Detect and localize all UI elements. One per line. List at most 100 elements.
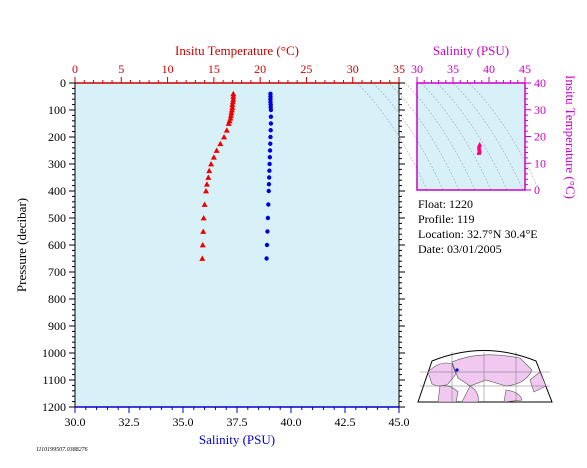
salinity-point [266, 175, 272, 180]
top-tick-label: 10 [162, 62, 174, 76]
left-tick-label: 1200 [42, 400, 66, 414]
left-axis-title: Pressure (decibar) [14, 198, 29, 292]
left-tick-label: 600 [48, 238, 66, 252]
ts-top-tick-label: 30 [411, 62, 423, 76]
temperature-point [217, 140, 224, 147]
temperature-point [221, 134, 228, 140]
map-landmass [451, 354, 533, 387]
temperature-point [206, 167, 213, 174]
profile-number: Profile: 119 [418, 212, 475, 226]
top-tick-label: 15 [208, 62, 220, 76]
bottom-axis-title: Salinity (PSU) [199, 432, 275, 447]
temperature-point [205, 174, 212, 180]
salinity-point [268, 134, 273, 140]
footer-code: 1110199507.0388276 [36, 447, 88, 453]
map-graticule [420, 352, 550, 402]
date: Date: 03/01/2005 [418, 242, 502, 256]
bottom-tick-label: 42.5 [335, 415, 356, 429]
ts-contour-line [356, 82, 428, 191]
top-tick-label: 25 [300, 62, 312, 76]
left-tick-label: 900 [48, 319, 66, 333]
salinity-point [266, 182, 272, 187]
ts-contour-line [468, 82, 540, 191]
temperature-point [228, 109, 235, 116]
main-plot-tick-labels: 0 5 10 15 20 25 30 35 30.0 32.5 35.0 37.5 40.0 42.5 45… [42, 62, 410, 429]
ts-top-axis-title: Salinity (PSU) [433, 43, 509, 58]
salinity-point [264, 242, 270, 248]
top-tick-label: 20 [254, 62, 266, 76]
temperature-point [200, 215, 207, 221]
salinity-point [267, 148, 273, 153]
temperature-point [199, 255, 206, 261]
temperature-point [199, 242, 206, 248]
map-landmass [461, 385, 479, 402]
salinity-point [268, 107, 274, 113]
temperature-point [202, 188, 209, 194]
float-location-marker [455, 368, 459, 372]
ts-right-tick-label: 20 [534, 130, 546, 144]
temperature-point [227, 112, 234, 118]
left-tick-label: 200 [48, 130, 66, 144]
left-tick-label: 100 [48, 103, 66, 117]
location: Location: 32.7°N 30.4°E [418, 227, 538, 241]
salinity-point [266, 188, 271, 194]
top-tick-label: 5 [118, 62, 124, 76]
temperature-point [213, 147, 220, 153]
bottom-tick-label: 40.0 [281, 415, 302, 429]
top-axis-title: Insitu Temperature (°C) [175, 43, 299, 58]
map-landmass [503, 389, 523, 402]
ts-contour-line [436, 82, 508, 191]
ts-right-tick-label: 30 [534, 103, 546, 117]
temperature-point [229, 104, 236, 110]
bottom-tick-label: 32.5 [119, 415, 140, 429]
top-tick-label: 35 [393, 62, 405, 76]
ts-contour-line [452, 82, 524, 191]
left-tick-label: 500 [48, 211, 66, 225]
left-tick-label: 700 [48, 265, 66, 279]
bottom-tick-label: 30.0 [65, 415, 86, 429]
salinity-point [264, 256, 269, 261]
left-tick-label: 1000 [42, 346, 66, 360]
salinity-point [268, 121, 274, 126]
main-plot: 0 5 10 15 20 25 30 35 30.0 32.5 35.0 37.5 40.0 42.5 45… [14, 43, 410, 447]
left-tick-label: 300 [48, 157, 66, 171]
bottom-tick-label: 45.0 [389, 415, 410, 429]
top-tick-label: 30 [347, 62, 359, 76]
salinity-point [268, 114, 274, 119]
ts-right-axis-title: Insitu Temperature (°C) [563, 75, 578, 199]
ts-top-tick-label: 40 [483, 62, 495, 76]
float-number: Float: 1220 [418, 197, 474, 211]
ts-contour-line [388, 82, 460, 191]
salinity-point [267, 155, 273, 160]
temperature-point [201, 201, 208, 207]
left-tick-label: 1100 [42, 373, 66, 387]
salinity-point [267, 161, 272, 167]
map-landmasses [427, 354, 547, 402]
temperature-point [208, 161, 215, 167]
ts-plot-background [417, 83, 525, 190]
ts-top-tick-label: 35 [447, 62, 459, 76]
ts-top-tick-label: 45 [519, 62, 531, 76]
bottom-tick-label: 35.0 [173, 415, 194, 429]
ts-right-tick-label: 40 [534, 76, 546, 90]
salinity-point [267, 168, 272, 173]
temperature-point [223, 127, 230, 133]
temperature-point [228, 107, 235, 113]
ts-right-tick-label: 0 [534, 183, 540, 197]
top-tick-label: 0 [72, 62, 78, 76]
salinity-point [266, 202, 271, 207]
ts-contour-line [372, 82, 444, 191]
temperature-point [200, 228, 207, 234]
temperature-point [203, 181, 210, 187]
ts-right-tick-label: 10 [534, 156, 546, 170]
temperature-point [225, 120, 232, 126]
ts-plot-points [476, 142, 482, 155]
salinity-point [268, 128, 273, 133]
main-plot-points [199, 90, 274, 261]
world-map-inset [417, 350, 553, 403]
ts-plot-axes [416, 77, 531, 191]
left-tick-label: 400 [48, 184, 66, 198]
